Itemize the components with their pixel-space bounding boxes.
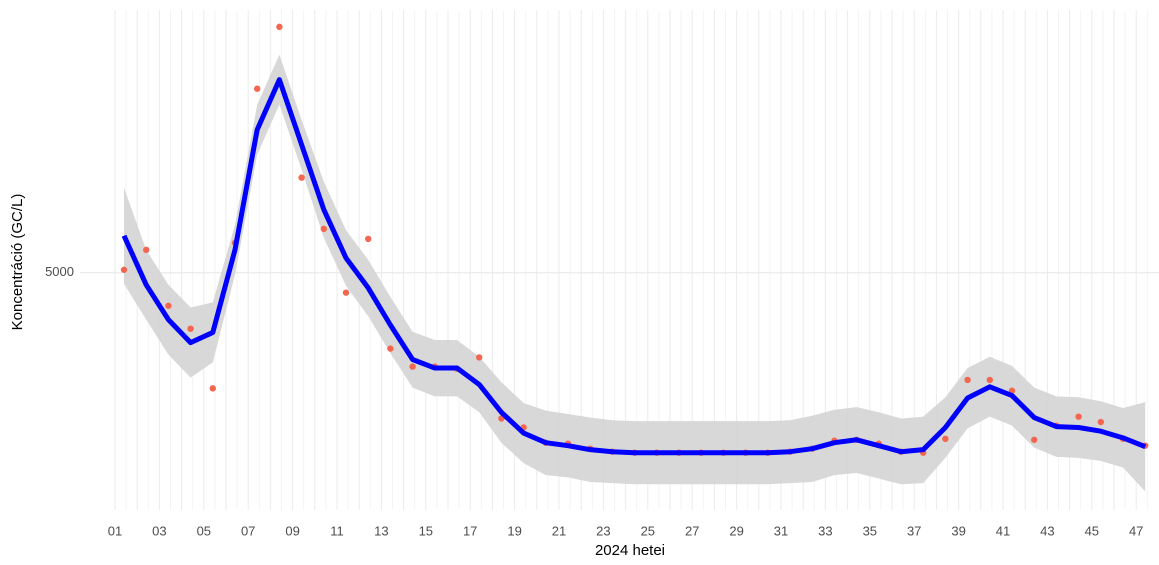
x-tick-label: 19 xyxy=(507,523,521,538)
x-tick-label: 45 xyxy=(1085,523,1099,538)
data-point xyxy=(209,385,216,392)
data-point xyxy=(1031,436,1038,443)
data-point xyxy=(165,302,172,309)
x-tick-label: 27 xyxy=(685,523,699,538)
data-point xyxy=(254,85,261,92)
x-tick-label: 03 xyxy=(152,523,166,538)
data-point xyxy=(365,235,372,243)
confidence-band xyxy=(124,54,1146,492)
x-tick-label: 29 xyxy=(729,523,743,538)
x-tick-label: 31 xyxy=(774,523,788,538)
data-point xyxy=(276,23,283,31)
data-point xyxy=(942,435,949,443)
data-point xyxy=(1097,418,1105,426)
x-tick-label: 21 xyxy=(552,523,566,538)
x-tick-label: 35 xyxy=(863,523,877,538)
x-tick-label: 41 xyxy=(996,523,1010,538)
data-point xyxy=(476,354,483,361)
x-tick-label: 01 xyxy=(108,523,122,538)
smooth-line xyxy=(121,77,1147,456)
x-tick-label: 33 xyxy=(818,523,832,538)
data-point xyxy=(120,266,128,273)
data-point xyxy=(342,289,350,296)
x-tick-label: 05 xyxy=(197,523,211,538)
x-axis-label: 2024 hetei xyxy=(595,542,665,559)
x-tick-label: 43 xyxy=(1040,523,1054,538)
data-point xyxy=(143,246,150,254)
x-tick-label: 17 xyxy=(463,523,477,538)
data-point xyxy=(986,376,993,384)
y-tick-label: 5000 xyxy=(45,264,74,279)
data-point xyxy=(409,363,416,370)
x-tick-label: 39 xyxy=(951,523,965,538)
x-tick-label: 13 xyxy=(374,523,388,538)
y-axis-label: Koncentráció (GC/L) xyxy=(9,194,26,331)
x-tick-label: 07 xyxy=(241,523,255,538)
data-point xyxy=(320,225,327,233)
x-tick-label: 15 xyxy=(419,523,433,538)
data-point xyxy=(387,345,394,352)
data-point xyxy=(1075,413,1082,420)
x-tick-label: 25 xyxy=(641,523,655,538)
data-point xyxy=(298,174,305,181)
x-tick-label: 09 xyxy=(285,523,299,538)
data-point xyxy=(964,376,971,384)
data-point xyxy=(187,325,194,332)
x-tick-label: 47 xyxy=(1129,523,1143,538)
x-tick-label: 37 xyxy=(907,523,921,538)
x-tick-label: 23 xyxy=(596,523,610,538)
x-tick-label: 11 xyxy=(330,523,344,538)
